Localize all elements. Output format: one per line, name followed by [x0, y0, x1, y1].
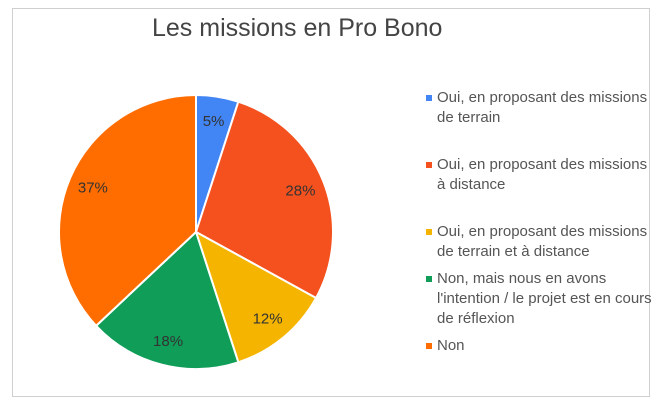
legend-swatch [426, 95, 432, 101]
legend-label: Oui, en proposant des missions de terrai… [437, 223, 648, 260]
legend-item: Oui, en proposant des missions à distanc… [426, 155, 656, 195]
legend-label: Non [437, 337, 465, 354]
legend-swatch [426, 229, 432, 235]
pie-slice [94, 230, 240, 370]
slice-label: 28% [285, 183, 315, 200]
legend-label: Oui, en proposant des missions à distanc… [437, 156, 648, 193]
legend-swatch [426, 343, 432, 349]
slice-label: 12% [253, 311, 283, 328]
pie-slice [194, 100, 334, 300]
slice-label: 5% [203, 113, 225, 130]
legend-label: Non, mais nous en avons l'intention / le… [437, 270, 652, 327]
legend-swatch [426, 162, 432, 168]
legend-item: Non, mais nous en avons l'intention / le… [426, 269, 656, 329]
pie-slice [58, 93, 197, 328]
legend-item: Oui, en proposant des missions de terrai… [426, 88, 656, 128]
legend: Oui, en proposant des missions de terrai… [426, 88, 656, 356]
legend-item: Non [426, 336, 656, 356]
slice-label: 18% [153, 333, 183, 350]
chart-title: Les missions en Pro Bono [152, 14, 443, 42]
slice-label: 37% [78, 179, 108, 196]
legend-item: Oui, en proposant des missions de terrai… [426, 222, 656, 262]
pie-slice [194, 229, 318, 364]
legend-swatch [426, 276, 432, 282]
legend-label: Oui, en proposant des missions de terrai… [437, 89, 648, 126]
